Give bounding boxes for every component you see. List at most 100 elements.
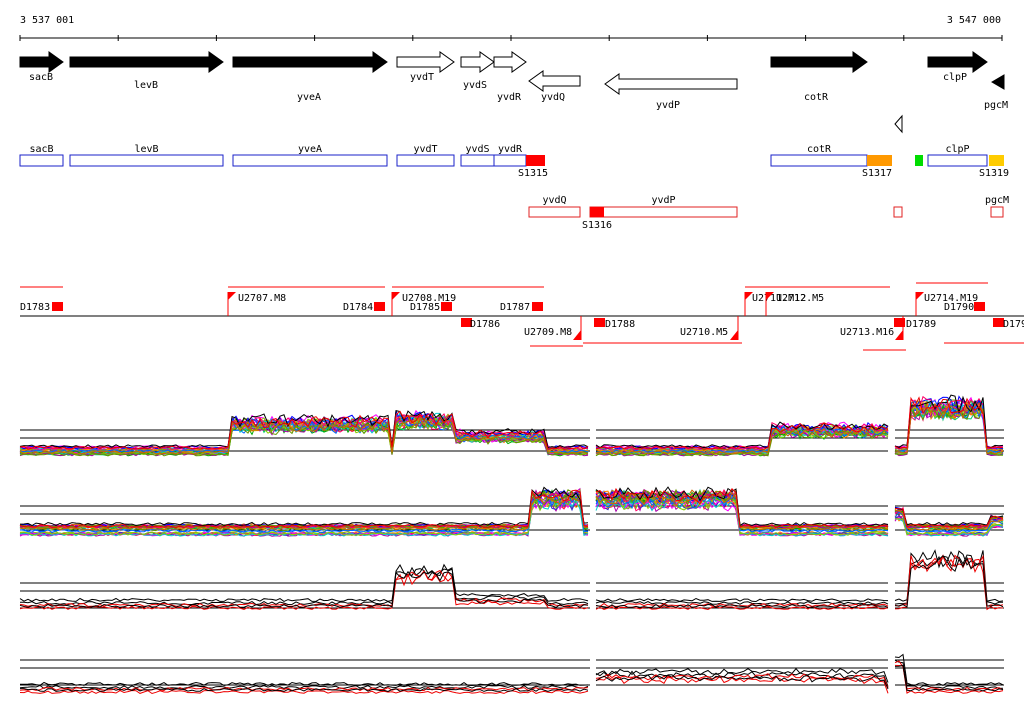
expression-trace <box>894 551 1004 605</box>
expression-trace <box>595 425 889 454</box>
transcript-minus-fragment <box>893 206 903 218</box>
transcript-label-yvdP: yvdP <box>651 195 675 206</box>
transcript-plus-yvdT <box>396 154 455 167</box>
gene-arrow-clpP <box>927 51 988 73</box>
gene-label-clpP: clpP <box>943 72 967 83</box>
expression-trace <box>19 569 589 607</box>
feature-box <box>974 302 985 311</box>
expression-trace <box>894 507 1004 526</box>
expression-trace <box>894 511 1004 533</box>
gene-arrow-yvdS <box>460 51 495 73</box>
transcript-plus-yvdS <box>460 154 495 167</box>
expression-trace <box>19 486 589 527</box>
transcript-label-sacB: sacB <box>29 144 53 155</box>
feature-flag <box>730 330 738 340</box>
gene-label-yvdS: yvdS <box>463 80 487 91</box>
expression-trace <box>19 489 589 529</box>
segment-label-S1317: S1317 <box>862 168 892 179</box>
transcript-plus-yvdR <box>493 154 527 167</box>
expression-panel-1 <box>19 394 1004 457</box>
segment-block <box>989 155 1004 166</box>
transcript-plus-yveA <box>232 154 388 167</box>
expression-trace <box>595 486 889 527</box>
gene-label-sacB: sacB <box>29 72 53 83</box>
gene-label-yveA: yveA <box>297 92 321 103</box>
expression-trace <box>894 508 1004 528</box>
expression-trace <box>595 670 889 687</box>
expression-trace <box>595 600 889 605</box>
expression-trace <box>20 681 589 687</box>
feature-label-D1788: D1788 <box>605 319 635 330</box>
expression-trace <box>595 429 889 457</box>
segment-block <box>867 155 892 166</box>
gene-arrow-yveA <box>232 51 388 73</box>
expression-trace <box>19 489 589 529</box>
expression-trace <box>894 555 1004 608</box>
transcript-label-pgcM: pgcM <box>985 195 1009 206</box>
expression-trace <box>894 653 1004 686</box>
expression-panel-2 <box>19 486 1004 537</box>
feature-label-U2709.M8: U2709.M8 <box>524 327 572 338</box>
expression-trace <box>19 489 589 529</box>
segment-block <box>590 207 604 217</box>
expression-trace <box>19 570 589 610</box>
feature-label-D179: D179 <box>1003 319 1024 330</box>
expression-trace <box>19 563 589 602</box>
gene-arrow-yvdP <box>604 73 738 95</box>
feature-label-U2707.M8: U2707.M8 <box>238 293 286 304</box>
gene-label-yvdR: yvdR <box>497 92 522 103</box>
gene-label-yvdT: yvdT <box>410 72 434 83</box>
transcript-label-yveA: yveA <box>298 144 322 155</box>
transcript-plus-sacB <box>19 154 64 167</box>
feature-box <box>52 302 63 311</box>
feature-flag <box>228 292 236 300</box>
feature-flag <box>745 292 753 300</box>
expression-trace <box>894 516 1004 536</box>
expression-trace <box>595 605 889 611</box>
transcript-label-yvdQ: yvdQ <box>542 195 566 206</box>
expression-trace <box>19 689 589 695</box>
gene-label-pgcM: pgcM <box>984 100 1008 111</box>
expression-trace <box>19 409 589 449</box>
transcript-minus-pgcM <box>990 206 1004 218</box>
segment-block <box>526 155 545 166</box>
segment-block <box>915 155 923 166</box>
expression-trace <box>19 495 589 536</box>
expression-trace <box>19 570 589 608</box>
expression-trace <box>19 488 589 529</box>
feature-box <box>894 318 905 327</box>
feature-flag <box>916 292 924 300</box>
expression-trace <box>595 602 889 608</box>
expression-trace <box>894 664 1004 694</box>
gene-arrow-cotR <box>770 51 868 73</box>
gene-label-yvdQ: yvdQ <box>541 92 565 103</box>
transcript-plus-cotR <box>770 154 868 167</box>
expression-trace <box>894 396 1004 450</box>
gene-label-cotR: cotR <box>804 92 829 103</box>
gene-arrow-pgcM <box>991 74 1005 90</box>
gene-arrow-yvdQ <box>528 70 581 92</box>
segment-label-S1316: S1316 <box>582 220 612 231</box>
segment-label-S1319: S1319 <box>979 168 1009 179</box>
expression-panel-4 <box>19 653 1004 695</box>
transcript-label-yvdS: yvdS <box>465 144 489 155</box>
expression-trace <box>19 489 589 528</box>
transcript-label-levB: levB <box>134 144 158 155</box>
gene-label-levB: levB <box>134 80 158 91</box>
feature-flag <box>895 330 903 340</box>
feature-box <box>441 302 452 311</box>
expression-trace <box>19 489 589 529</box>
expression-trace <box>894 394 1004 449</box>
expression-trace <box>595 597 889 603</box>
feature-box <box>461 318 472 327</box>
feature-label-D1790: D1790 <box>944 302 974 313</box>
feature-box <box>532 302 543 311</box>
expression-trace <box>19 490 589 528</box>
expression-trace <box>595 492 889 532</box>
expression-panel-3 <box>19 549 1004 611</box>
expression-trace <box>19 414 589 453</box>
expression-trace <box>595 487 889 528</box>
feature-flag <box>766 292 774 300</box>
